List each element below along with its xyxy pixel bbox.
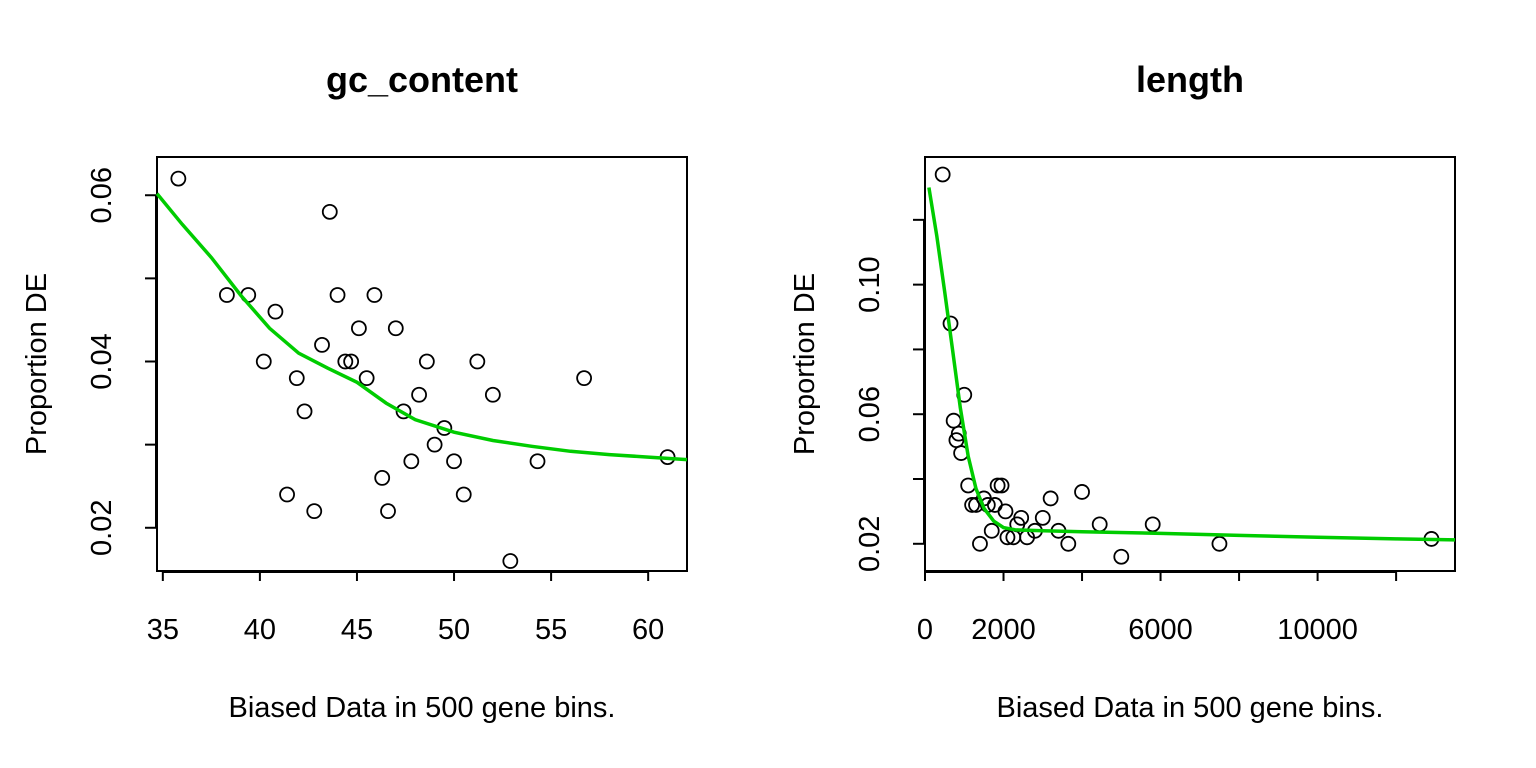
data-point: [255, 353, 272, 370]
trend-line: [927, 187, 1456, 542]
data-point: [411, 386, 427, 403]
y-axis-label: Proportion DE: [21, 273, 53, 455]
data-point: [1060, 535, 1077, 552]
data-point: [1144, 516, 1161, 533]
length-panel: length Biased Data in 500 gene bins. Pro…: [789, 59, 1456, 724]
data-point: [1042, 490, 1059, 507]
data-point: [1013, 509, 1030, 526]
chart-title: gc_content: [326, 59, 518, 100]
x-tick-label: 40: [244, 614, 276, 646]
trend-line: [155, 192, 688, 462]
y-tick-label: 0.04: [86, 333, 118, 389]
data-point: [989, 477, 1006, 494]
y-axis: 0.02 0.04 0.06: [86, 167, 157, 556]
y-tick-label: 0.06: [86, 167, 118, 223]
x-tick-label: 50: [438, 614, 470, 646]
data-point: [267, 303, 284, 320]
y-axis: 0.02 0.06 0.10: [854, 218, 925, 572]
data-point: [288, 370, 305, 387]
data-point: [993, 477, 1010, 494]
data-point: [455, 486, 472, 503]
data-point: [380, 503, 396, 520]
data-point: [343, 353, 360, 370]
data-point: [321, 203, 338, 220]
data-point: [337, 353, 354, 370]
data-point: [358, 370, 375, 387]
y-axis-label: Proportion DE: [789, 273, 821, 455]
data-point: [997, 503, 1014, 520]
x-tick-label: 10000: [1277, 614, 1358, 646]
data-point: [329, 287, 346, 303]
data-point: [576, 370, 593, 387]
data-point: [351, 320, 367, 337]
data-point: [484, 386, 501, 403]
data-point: [170, 170, 187, 187]
data-point: [1074, 484, 1090, 500]
x-tick-label: 0: [917, 614, 933, 646]
y-tick-label: 0.02: [854, 516, 886, 572]
plot-area: [927, 166, 1456, 565]
data-point: [418, 353, 435, 370]
y-tick-label: 0.06: [854, 386, 886, 442]
data-point: [983, 522, 1000, 539]
data-point: [469, 353, 486, 370]
data-point: [306, 503, 323, 520]
data-point: [395, 403, 412, 420]
x-tick-label: 2000: [971, 614, 1036, 646]
x-axis-label: Biased Data in 500 gene bins.: [997, 692, 1384, 724]
data-point: [218, 287, 235, 303]
data-point: [1034, 509, 1051, 526]
data-point: [999, 529, 1016, 546]
data-point: [446, 453, 462, 470]
data-point: [1211, 535, 1228, 552]
x-axis-label: Biased Data in 500 gene bins.: [229, 692, 616, 724]
x-axis: 35 40 45 50 55 60: [147, 571, 664, 646]
data-point: [426, 436, 443, 453]
data-point: [502, 553, 519, 569]
data-point: [403, 453, 420, 470]
data-point: [387, 320, 404, 337]
data-point: [374, 469, 391, 486]
gc-content-panel: gc_content Biased Data in 500 gene bins.…: [21, 59, 688, 724]
data-point: [279, 486, 295, 503]
data-point: [529, 453, 546, 470]
x-tick-label: 35: [147, 614, 179, 646]
x-tick-label: 6000: [1128, 614, 1193, 646]
x-tick-label: 45: [341, 614, 373, 646]
plot-area: [155, 170, 688, 569]
chart-title: length: [1136, 59, 1244, 100]
data-point: [314, 336, 330, 353]
data-point: [972, 535, 988, 552]
data-point: [964, 497, 981, 513]
x-tick-label: 60: [632, 614, 664, 646]
data-point: [366, 287, 383, 303]
x-axis: 0 2000 6000 10000: [917, 571, 1398, 646]
y-tick-label: 0.02: [86, 500, 118, 556]
y-tick-label: 0.10: [854, 256, 886, 312]
data-point: [934, 166, 951, 183]
data-point: [1113, 548, 1130, 565]
data-point: [296, 403, 313, 420]
x-tick-label: 55: [535, 614, 567, 646]
